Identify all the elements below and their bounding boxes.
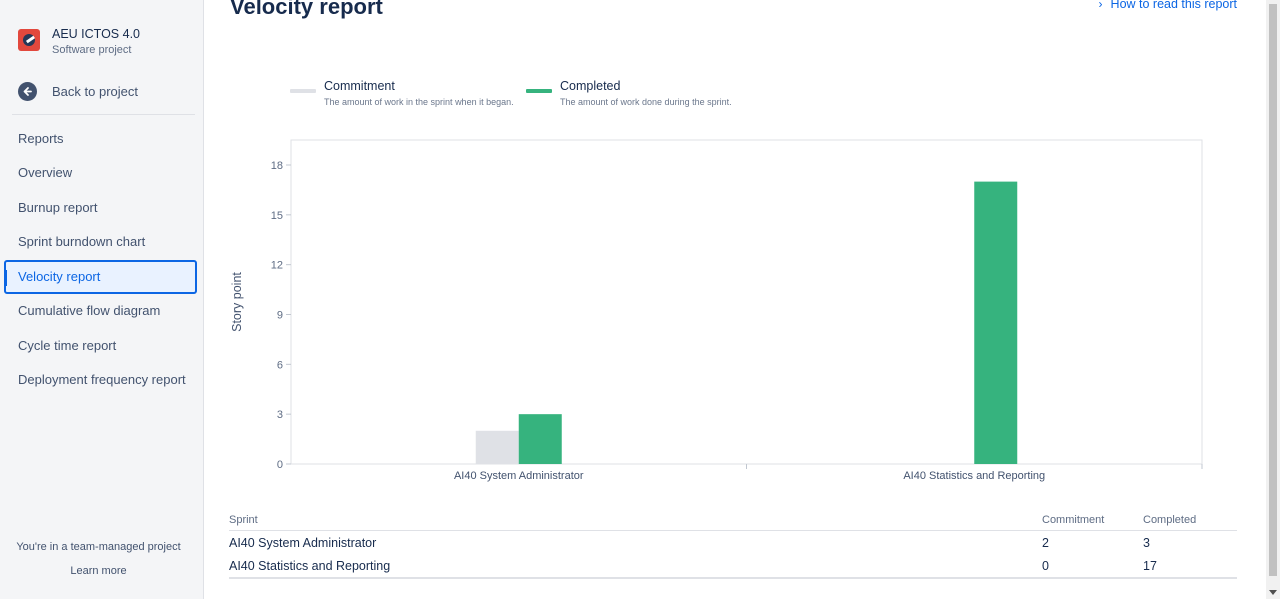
y-tick-label: 0 <box>277 459 283 471</box>
legend-title-commitment: Commitment <box>324 79 395 93</box>
y-tick-label: 12 <box>271 260 283 272</box>
team-managed-notice: You're in a team-managed project <box>16 541 181 553</box>
x-tick-label: AI40 System Administrator <box>454 470 584 482</box>
table-row: AI40 System Administrator 2 3 <box>229 531 1237 555</box>
chevron-right-icon: › <box>1098 0 1103 11</box>
scrollbar-thumb[interactable] <box>1269 4 1277 576</box>
y-tick-label: 3 <box>277 409 283 421</box>
velocity-chart: 0 3 6 9 12 15 18 Story point AI40 System Adminis… <box>220 125 1220 495</box>
reports-nav: Overview Burnup report Sprint burndown c… <box>4 156 197 398</box>
reports-heading: Reports <box>18 131 64 146</box>
cell-commitment: 2 <box>1042 536 1049 550</box>
legend-title-completed: Completed <box>560 79 621 93</box>
sidebar-item-burnup-report[interactable]: Burnup report <box>18 199 98 215</box>
legend-swatch-completed <box>526 89 552 93</box>
sidebar-item-deployment-frequency-report[interactable]: Deployment frequency report <box>18 372 186 387</box>
cell-completed: 3 <box>1143 536 1150 550</box>
cell-sprint: AI40 Statistics and Reporting <box>229 559 391 573</box>
sidebar-item-cumulative-flow-diagram[interactable]: Cumulative flow diagram <box>18 303 161 318</box>
learn-more-link[interactable]: Learn more <box>70 565 127 577</box>
sidebar-item-overview[interactable]: Overview <box>18 165 73 180</box>
how-to-read-label: How to read this report <box>1110 0 1237 11</box>
page-scrollbar[interactable] <box>1266 0 1280 599</box>
header-sprint: Sprint <box>229 514 258 526</box>
project-name: AEU ICTOS 4.0 <box>52 27 140 41</box>
y-tick-label: 9 <box>277 310 283 322</box>
bar-completed <box>974 181 1018 464</box>
cell-sprint: AI40 System Administrator <box>229 536 377 550</box>
back-to-project-button[interactable]: Back to project <box>18 82 138 101</box>
plot-frame <box>290 139 1203 465</box>
scroll-down-arrow-icon[interactable] <box>1269 590 1277 595</box>
back-to-project-label: Back to project <box>52 84 138 99</box>
header-commitment: Commitment <box>1042 514 1105 526</box>
arrow-left-icon <box>18 82 37 101</box>
cell-commitment: 0 <box>1042 559 1049 573</box>
cell-completed: 17 <box>1143 559 1157 573</box>
sidebar-item-sprint-burndown-chart[interactable]: Sprint burndown chart <box>18 234 146 249</box>
velocity-table: Sprint Commitment Completed AI40 System … <box>229 511 1237 579</box>
legend-desc-commitment: The amount of work in the sprint when it… <box>324 97 514 107</box>
y-tick-label: 6 <box>277 359 283 371</box>
page-title: Velocity report <box>230 0 383 19</box>
project-type: Software project <box>52 44 132 56</box>
legend-commitment: Commitment The amount of work in the spr… <box>290 79 514 107</box>
header-completed: Completed <box>1143 514 1197 526</box>
sidebar-item-velocity-report[interactable]: Velocity report <box>4 259 197 294</box>
project-header[interactable]: AEU ICTOS 4.0 Software project <box>18 27 140 58</box>
y-tick-label: 15 <box>271 210 283 222</box>
sidebar: AEU ICTOS 4.0 Software project Back to p… <box>0 0 204 599</box>
y-axis-label: Story point <box>230 272 244 332</box>
legend-completed: Completed The amount of work done during… <box>526 79 732 107</box>
table-header: Sprint Commitment Completed <box>229 511 1237 531</box>
x-tick-label: AI40 Statistics and Reporting <box>903 470 1045 482</box>
sidebar-item-cycle-time-report[interactable]: Cycle time report <box>18 337 117 353</box>
legend-desc-completed: The amount of work done during the sprin… <box>560 97 732 107</box>
how-to-read-link[interactable]: › How to read this report <box>1099 0 1237 11</box>
y-tick-label: 18 <box>271 160 283 172</box>
velocity-chart-svg: 0 3 6 9 12 15 18 Story point AI40 System Adminis… <box>230 139 1203 482</box>
sidebar-divider <box>12 114 195 115</box>
legend-swatch-commitment <box>290 89 316 93</box>
project-logo-icon <box>18 29 40 51</box>
bar-commitment <box>475 430 519 464</box>
bar-completed <box>518 414 562 464</box>
table-row: AI40 Statistics and Reporting 0 17 <box>229 555 1237 579</box>
